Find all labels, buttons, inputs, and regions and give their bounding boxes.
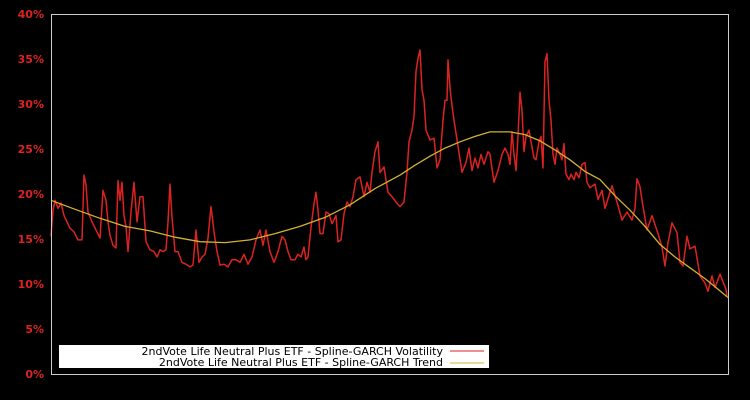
y-tick-label: 15% — [18, 233, 44, 246]
volatility-line — [50, 49, 728, 296]
y-axis-ticks: 0% 5% 10% 15% 20% 25% 30% 35% 40% — [18, 8, 44, 381]
y-tick-label: 10% — [18, 278, 44, 291]
y-tick-label: 25% — [18, 143, 44, 156]
trend-line — [50, 131, 729, 298]
plot-frame — [51, 14, 729, 375]
y-tick-label: 35% — [18, 53, 44, 66]
legend-label-trend: 2ndVote Life Neutral Plus ETF - Spline-G… — [159, 356, 443, 369]
legend-box — [59, 345, 489, 368]
plot-series — [50, 49, 729, 298]
y-tick-label: 5% — [25, 323, 44, 336]
legend-label-volatility: 2ndVote Life Neutral Plus ETF - Spline-G… — [142, 345, 444, 358]
y-tick-label: 0% — [25, 368, 44, 381]
legend: 2ndVote Life Neutral Plus ETF - Spline-G… — [59, 345, 489, 369]
y-tick-label: 40% — [18, 8, 44, 21]
y-tick-label: 30% — [18, 98, 44, 111]
y-tick-label: 20% — [18, 188, 44, 201]
